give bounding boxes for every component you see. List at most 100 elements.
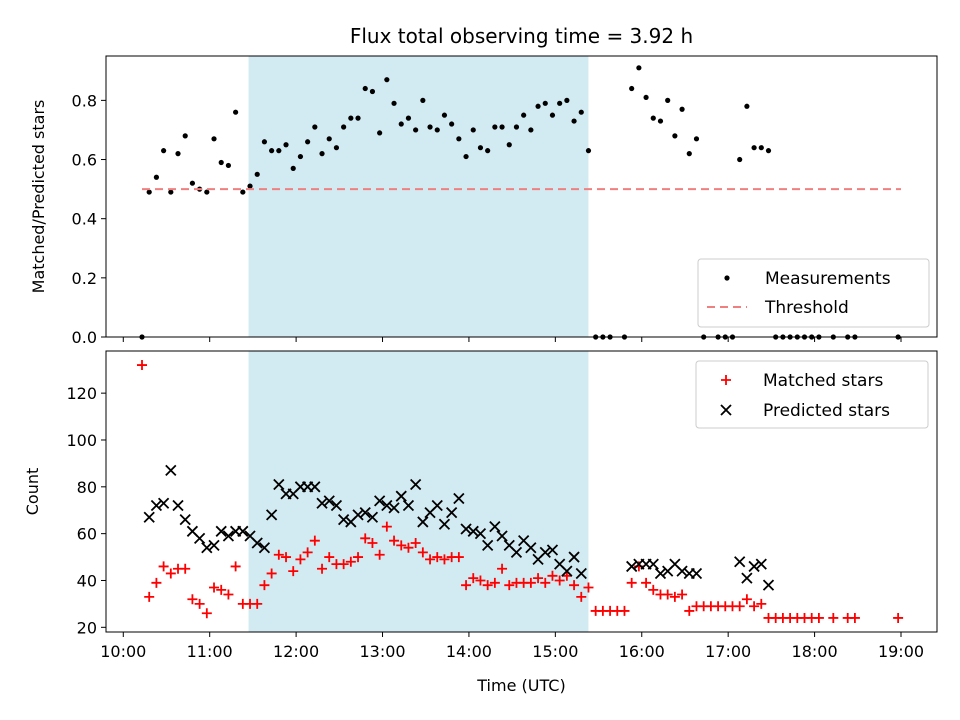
measurement-point: [261, 139, 268, 145]
matched-stars-point: [417, 547, 428, 558]
matched-stars-point: [273, 549, 284, 560]
bottom-xtick-label: 19:00: [878, 642, 924, 661]
bottom-ytick-label: 20: [77, 618, 97, 637]
bottom-ytick-label: 120: [66, 384, 97, 403]
predicted-stars-point: [215, 525, 227, 537]
matched-stars-point: [619, 605, 630, 616]
predicted-stars-point: [352, 509, 364, 521]
matched-stars-point: [461, 580, 472, 591]
bottom-xtick-label: 12:00: [273, 642, 319, 661]
measurement-point: [665, 97, 671, 103]
measurement-point: [175, 151, 181, 157]
measurement-point: [211, 136, 217, 142]
measurement-point: [528, 127, 534, 133]
measurement-point: [341, 124, 347, 130]
measurement-point: [686, 151, 692, 157]
predicted-stars-point: [359, 506, 371, 519]
legend-matched-label: Matched stars: [763, 371, 883, 391]
measurement-point: [153, 174, 160, 180]
measurement-point: [513, 124, 520, 130]
bottom-xtick-label: 11:00: [187, 642, 233, 661]
top-legend: Measurements Threshold: [697, 258, 930, 328]
measurement-point: [348, 115, 354, 121]
predicted-stars-point: [316, 497, 328, 509]
measurement-point: [305, 139, 311, 145]
measurement-point: [405, 115, 412, 121]
matched-stars-point: [137, 360, 148, 371]
measurement-point: [420, 97, 426, 103]
measurement-point: [557, 100, 563, 106]
matched-stars-point: [533, 573, 544, 584]
predicted-stars-point: [467, 525, 479, 537]
predicted-stars-point: [265, 509, 278, 521]
top-axes-frame: [105, 55, 938, 338]
top-y-ticks: 0.0 0.2 0.4 0.6 0.8: [72, 91, 106, 347]
bottom-x-ticks: 10:00 11:00 12:00 13:00 14:00 15:00 16:00 17:00…: [100, 337, 924, 661]
matched-stars-point: [525, 577, 536, 588]
measurement-point: [355, 115, 361, 121]
predicted-stars-point: [690, 567, 703, 580]
matched-stars-point: [662, 589, 673, 600]
matched-stars-point: [266, 568, 277, 579]
matched-stars-point: [353, 552, 364, 563]
matched-stars-point: [569, 580, 580, 591]
matched-stars-point: [158, 561, 169, 572]
predicted-stars-point: [460, 523, 472, 535]
measurement-point: [463, 153, 469, 160]
measurement-point: [297, 153, 304, 160]
bottom-legend: Matched stars Predicted stars: [695, 360, 929, 429]
measurement-point: [499, 124, 505, 130]
matched-stars-point: [626, 577, 637, 588]
matched-stars-point: [201, 608, 212, 619]
predicted-stars-point: [568, 551, 580, 563]
measurement-point: [247, 183, 253, 189]
matched-stars-point: [554, 575, 565, 586]
matched-stars-point: [288, 566, 299, 577]
measurement-point: [333, 145, 340, 151]
measurement-point: [391, 100, 397, 106]
measurement-point: [427, 124, 433, 130]
predicted-stars-point: [150, 499, 163, 512]
matched-stars-point: [216, 584, 227, 595]
measurement-point: [629, 85, 635, 92]
measurement-point: [758, 145, 764, 151]
predicted-stars-point: [193, 532, 206, 544]
matched-stars-point: [475, 575, 486, 586]
measurement-point: [161, 148, 167, 154]
matched-stars-point: [504, 580, 515, 591]
measurement-point: [492, 124, 498, 130]
measurement-point: [751, 145, 757, 151]
top-ytick-label: 0.2: [72, 269, 97, 288]
predicted-stars-point: [201, 542, 213, 554]
measurement-point: [312, 124, 318, 130]
matched-stars-point: [482, 580, 493, 591]
predicted-stars-point: [374, 495, 386, 507]
bottom-panel: 20 40 60 80 100 120 10:00 11:00 12:00 13:00 14:00…: [23, 337, 938, 695]
measurement-point: [744, 103, 750, 109]
bottom-xtick-label: 15:00: [532, 642, 578, 661]
predicted-stars-point: [489, 520, 501, 533]
measurement-point: [254, 171, 260, 177]
measurement-point: [679, 106, 685, 112]
predicted-stars-point: [482, 539, 494, 551]
matched-stars-point: [576, 591, 587, 602]
measurement-point: [276, 148, 282, 154]
bottom-y-ticks: 20 40 60 80 100 120: [66, 384, 106, 637]
matched-stars-point: [561, 570, 572, 581]
legend-measurements-marker: [724, 275, 730, 281]
top-ytick-label: 0.0: [72, 328, 97, 347]
measurement-point: [146, 189, 152, 195]
measurement-point: [233, 109, 239, 115]
matched-stars-point: [367, 538, 378, 549]
measurement-point: [362, 85, 368, 92]
measurement-point: [218, 159, 224, 166]
predicted-stars-point: [172, 499, 184, 512]
matched-stars-point: [345, 556, 356, 567]
matched-stars-point: [410, 538, 421, 549]
predicted-stars-point: [381, 499, 393, 512]
measurement-point: [290, 165, 296, 171]
predicted-stars-point: [496, 530, 508, 542]
measurement-point: [549, 112, 556, 118]
bottom-highlight-span: [248, 351, 589, 632]
